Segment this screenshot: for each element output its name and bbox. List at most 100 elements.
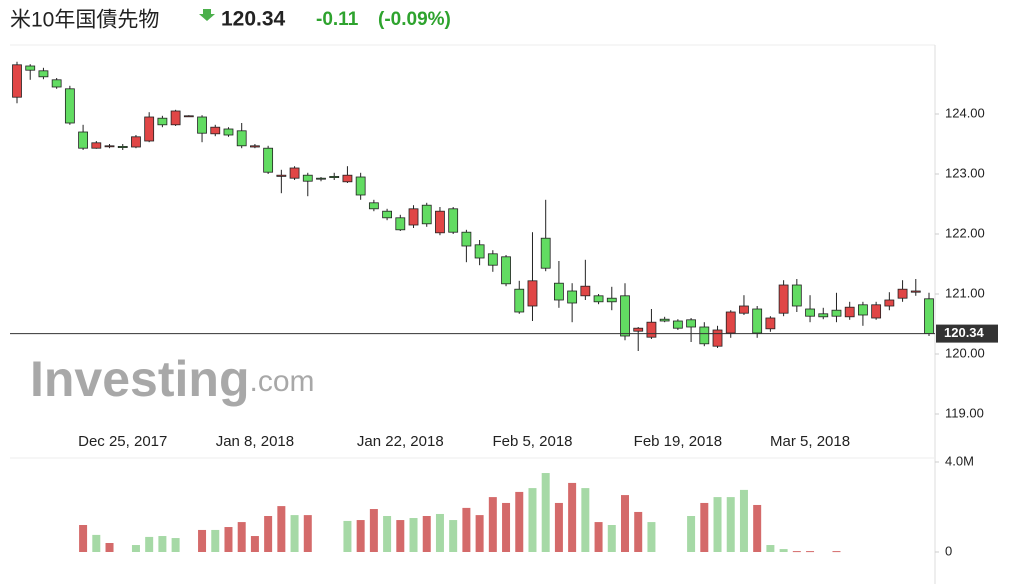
- y-tick-label: 122.00: [945, 225, 985, 240]
- chart-title: 米10年国債先物: [10, 9, 159, 32]
- volume-bar: [621, 495, 629, 552]
- candle-body: [831, 309, 842, 317]
- candle-body: [302, 174, 313, 182]
- candle-body: [461, 231, 472, 247]
- candle-body: [131, 136, 141, 148]
- candle-body: [765, 317, 776, 330]
- candle-body: [250, 145, 260, 148]
- candle-body: [633, 327, 644, 332]
- candle-body: [421, 204, 432, 225]
- candle-body: [910, 290, 921, 293]
- volume-bar: [687, 516, 696, 552]
- volume-bar: [250, 536, 259, 552]
- y-tick-label: 124.00: [945, 105, 985, 120]
- volume-bar: [303, 515, 312, 552]
- volume-bar: [713, 497, 722, 552]
- candle-body: [64, 88, 75, 124]
- volume-bar: [422, 516, 431, 552]
- x-tick-label: Jan 8, 2018: [216, 433, 294, 450]
- candle-body: [805, 308, 815, 317]
- candle-body: [858, 304, 868, 316]
- candle-body: [474, 244, 485, 259]
- volume-bar: [806, 551, 815, 553]
- volume-bar: [726, 497, 735, 552]
- candle-body: [527, 280, 538, 307]
- volume-bar: [237, 522, 246, 552]
- candle-body: [395, 217, 406, 231]
- candle-body: [157, 117, 168, 126]
- volume-bar: [700, 502, 709, 552]
- y-tick-label: 4.0M: [945, 453, 974, 468]
- candle-body: [276, 174, 287, 177]
- candle-body: [487, 253, 498, 266]
- candle-body: [117, 145, 128, 148]
- volume-bar: [766, 545, 775, 552]
- candle-body: [871, 304, 882, 319]
- price-change: -0.11: [316, 9, 359, 30]
- candle-body: [144, 116, 155, 142]
- y-tick-label: 119.00: [945, 405, 984, 420]
- candle-body: [818, 313, 829, 318]
- volume-bar: [145, 536, 154, 552]
- candle-body: [91, 142, 102, 149]
- candle-body: [778, 284, 789, 314]
- volume-bar: [488, 497, 497, 552]
- volume-bar: [131, 545, 140, 552]
- candle-body: [712, 329, 723, 347]
- watermark: Investing.com: [30, 351, 315, 407]
- volume-bar: [369, 509, 378, 552]
- candle-body: [567, 290, 578, 304]
- volume-bar: [779, 549, 788, 552]
- volume-bar: [224, 527, 233, 552]
- volume-bar: [211, 529, 220, 552]
- volume-bar: [607, 525, 616, 552]
- candle-body: [342, 174, 353, 183]
- candle-body: [316, 177, 326, 180]
- volume-bar: [515, 491, 524, 552]
- volume-bar: [449, 520, 458, 552]
- last-price-box: [936, 324, 998, 343]
- candle-body: [382, 210, 392, 219]
- candle-body: [408, 208, 419, 226]
- volume-bar: [554, 502, 563, 552]
- candle-body: [686, 319, 696, 328]
- volume-bar: [356, 520, 365, 552]
- candle-body: [78, 131, 88, 149]
- candle-body: [197, 116, 207, 134]
- candle-body: [659, 318, 670, 322]
- y-tick-label: 121.00: [945, 285, 985, 300]
- candle-body: [924, 298, 934, 334]
- volume-bar: [171, 538, 180, 552]
- volume-bar: [290, 515, 299, 552]
- volume-bar: [581, 488, 590, 552]
- x-tick-label: Mar 5, 2018: [770, 433, 850, 450]
- volume-bar: [739, 489, 748, 552]
- volume-bar: [435, 513, 444, 552]
- candle-body: [170, 110, 181, 126]
- candle-body: [25, 65, 36, 71]
- volume-bar: [409, 518, 418, 552]
- volume-bar: [105, 543, 114, 552]
- volume-bar: [343, 520, 352, 552]
- candle-body: [699, 326, 710, 345]
- watermark-main: Investing: [30, 351, 249, 407]
- candle-body: [236, 130, 247, 147]
- volume-bar: [634, 511, 643, 552]
- candle-body: [791, 284, 802, 307]
- candle-body: [540, 237, 551, 269]
- candle-body: [501, 256, 511, 285]
- volume-bar: [502, 502, 511, 552]
- volume-bar: [396, 520, 405, 552]
- volume-bar: [753, 504, 762, 552]
- candle-body: [289, 167, 300, 179]
- candle-body: [554, 282, 564, 301]
- candle-body: [223, 128, 234, 136]
- candle-body: [210, 126, 221, 135]
- volume-bar: [277, 506, 286, 552]
- candle-body: [51, 79, 62, 88]
- candle-body: [329, 175, 340, 178]
- x-tick-label: Dec 25, 2017: [78, 433, 167, 450]
- candle-body: [606, 297, 617, 303]
